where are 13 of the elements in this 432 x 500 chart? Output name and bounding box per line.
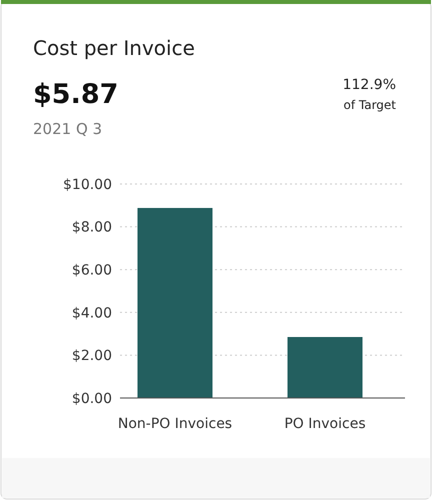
y-tick-label: $4.00 — [72, 305, 112, 322]
y-tick-label: $0.00 — [72, 390, 112, 407]
chart-title: Cost per Invoice — [33, 36, 195, 60]
text: of Target — [343, 98, 396, 112]
y-tick-label: $2.00 — [72, 348, 112, 364]
text: 112.9% — [342, 77, 396, 93]
y-tick-label: $8.00 — [72, 220, 112, 236]
text: $5.87 — [33, 79, 118, 110]
y-tick-label: $10.00 — [63, 176, 112, 193]
text: 2021 Q 3 — [33, 120, 102, 138]
y-tick-label: $6.00 — [72, 262, 112, 278]
x-tick-label: Non-PO Invoices — [118, 416, 232, 432]
x-tick-label: PO Invoices — [284, 416, 366, 432]
